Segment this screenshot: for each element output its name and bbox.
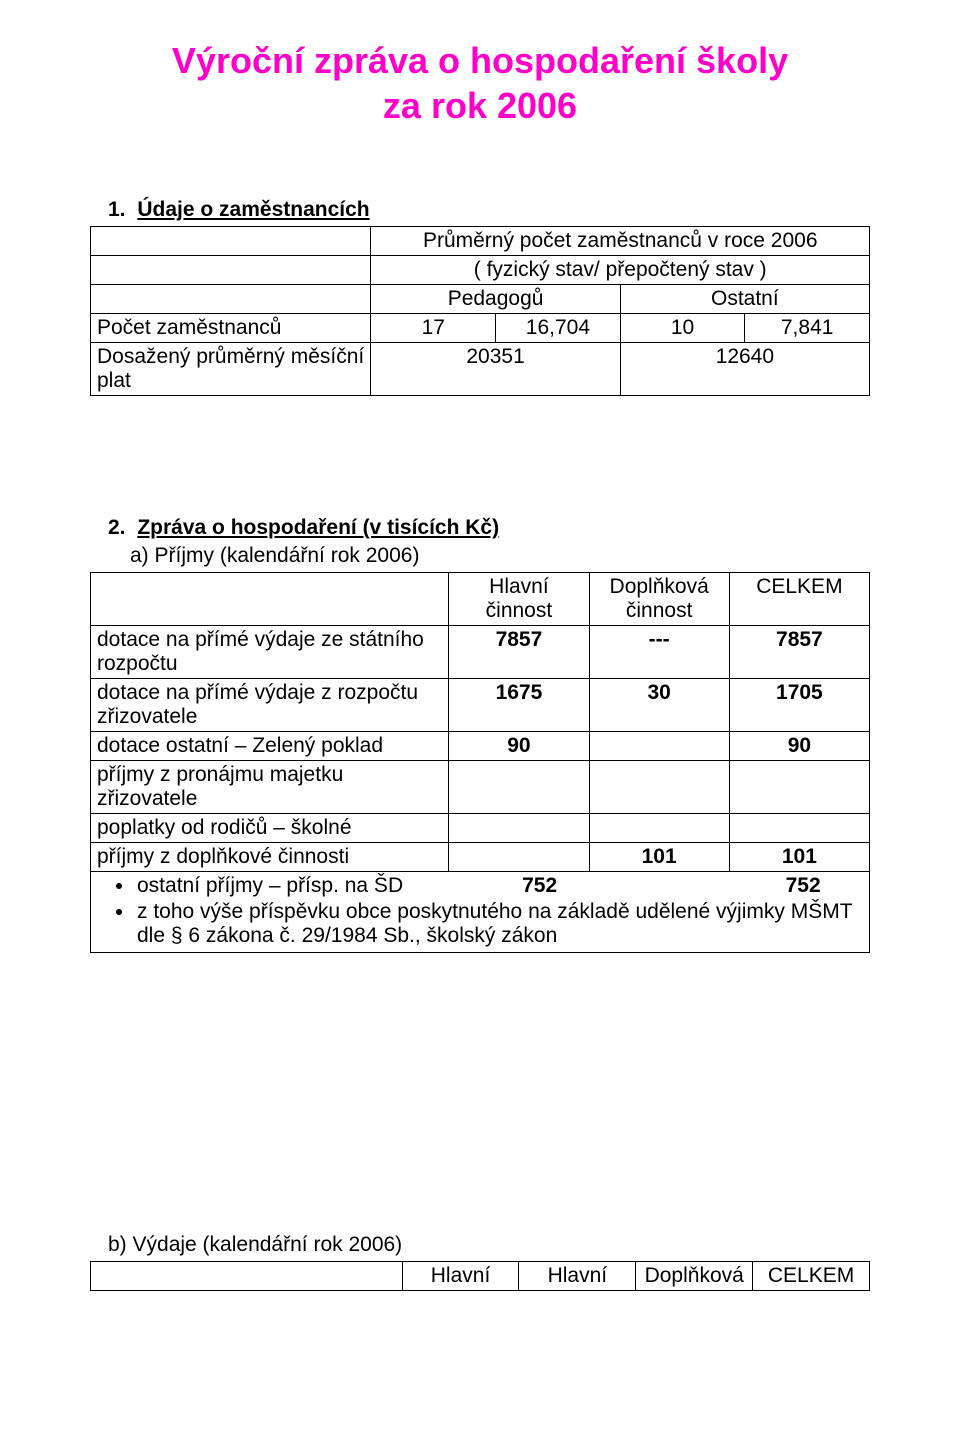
income-cell [729,761,869,814]
row-count-v3: 10 [620,314,745,343]
income-cell [449,843,589,872]
row-salary-label: Dosažený průměrný měsíční plat [91,343,371,396]
list-item: z toho výše příspěvku obce poskytnutého … [135,900,869,948]
expense-hdr-3: Doplňková [636,1262,753,1291]
spacer [90,953,870,1233]
income-cell [449,761,589,814]
table-row: Hlavní Hlavní Doplňková CELKEM [91,1262,870,1291]
income-cell: 7857 [449,626,589,679]
cell-empty [606,874,738,898]
col-doplnkova: Doplňková činnost [589,573,729,626]
section-2a-heading: a) Příjmy (kalendářní rok 2006) [130,544,870,568]
col-ostatni: Ostatní [620,285,869,314]
table-row: ( fyzický stav/ přepočtený stav ) [91,256,870,285]
table-row: poplatky od rodičů – školné [91,814,870,843]
table-row: ostatní příjmy – přísp. na ŠD 752 752 z … [91,872,870,953]
income-table: Hlavní činnost Doplňková činnost CELKEM … [90,572,870,953]
income-cell: 7857 [729,626,869,679]
row-salary-v1: 20351 [371,343,620,396]
staff-table: Průměrný počet zaměstnanců v roce 2006 (… [90,226,870,396]
table-row: Pedagogů Ostatní [91,285,870,314]
table-row: příjmy z pronájmu majetku zřizovatele [91,761,870,814]
table-row: Počet zaměstnanců 17 16,704 10 7,841 [91,314,870,343]
income-cell: 1705 [729,679,869,732]
title-line-2: za rok 2006 [383,85,577,126]
section-2-title: Zpráva o hospodaření (v tisících Kč) [137,516,499,540]
section-2-number: 2. [108,516,126,540]
table-row: Průměrný počet zaměstnanců v roce 2006 [91,227,870,256]
table-row: dotace na přímé výdaje z rozpočtu zřizov… [91,679,870,732]
bullet-list: ostatní příjmy – přísp. na ŠD 752 752 z … [91,872,869,952]
section-2-heading: 2. Zpráva o hospodaření (v tisících Kč) [108,516,870,540]
row-count-v1: 17 [371,314,496,343]
page-title: Výroční zpráva o hospodaření školy za ro… [90,38,870,128]
income-cell: 1675 [449,679,589,732]
income-cell: 101 [589,843,729,872]
income-row-label: poplatky od rodičů – školné [91,814,449,843]
row-count-v2: 16,704 [496,314,621,343]
table-row: příjmy z doplňkové činnosti 101 101 [91,843,870,872]
cell-empty [91,227,371,256]
section-1-heading: 1. Údaje o zaměstnancích [108,198,870,222]
page: Výroční zpráva o hospodaření školy za ro… [0,0,960,1433]
staff-subtitle-1: Průměrný počet zaměstnanců v roce 2006 [371,227,870,256]
bullet-1-label: ostatní příjmy – přísp. na ŠD [137,874,474,898]
income-cell: --- [589,626,729,679]
col-hlavni: Hlavní činnost [449,573,589,626]
income-row-label: dotace na přímé výdaje ze státního rozpo… [91,626,449,679]
table-row: Hlavní činnost Doplňková činnost CELKEM [91,573,870,626]
section-2b-heading: b) Výdaje (kalendářní rok 2006) [108,1233,870,1257]
row-count-v4: 7,841 [745,314,870,343]
income-row-label: dotace na přímé výdaje z rozpočtu zřizov… [91,679,449,732]
row-salary-v2: 12640 [620,343,869,396]
table-row: Dosažený průměrný měsíční plat 20351 126… [91,343,870,396]
cell-empty [91,256,371,285]
list-item: ostatní příjmy – přísp. na ŠD 752 752 [135,874,869,898]
title-line-1: Výroční zpráva o hospodaření školy [172,40,788,81]
income-cell: 90 [449,732,589,761]
income-cell: 101 [729,843,869,872]
spacer [90,396,870,516]
section-1-number: 1. [108,198,126,222]
income-row-label: dotace ostatní – Zelený poklad [91,732,449,761]
income-cell [589,761,729,814]
expense-table: Hlavní Hlavní Doplňková CELKEM [90,1261,870,1291]
staff-subtitle-2: ( fyzický stav/ přepočtený stav ) [371,256,870,285]
section-1-title: Údaje o zaměstnancích [137,198,369,222]
cell-empty [91,573,449,626]
col-celkem: CELKEM [729,573,869,626]
bullet-1-value-2: 752 [737,874,869,898]
income-row-label: příjmy z pronájmu majetku zřizovatele [91,761,449,814]
bullet-1-value-1: 752 [474,874,606,898]
bullet-2-text: z toho výše příspěvku obce poskytnutého … [137,900,852,947]
income-row-label: příjmy z doplňkové činnosti [91,843,449,872]
income-cell [729,814,869,843]
cell-empty [91,1262,403,1291]
expense-hdr-1: Hlavní [402,1262,519,1291]
cell-empty [91,285,371,314]
income-cell [589,814,729,843]
income-cell: 90 [729,732,869,761]
expense-hdr-2: Hlavní [519,1262,636,1291]
col-pedagogu: Pedagogů [371,285,620,314]
table-row: dotace ostatní – Zelený poklad 90 90 [91,732,870,761]
table-row: dotace na přímé výdaje ze státního rozpo… [91,626,870,679]
income-cell [589,732,729,761]
expense-hdr-4: CELKEM [753,1262,870,1291]
income-cell: 30 [589,679,729,732]
income-cell [449,814,589,843]
row-count-label: Počet zaměstnanců [91,314,371,343]
